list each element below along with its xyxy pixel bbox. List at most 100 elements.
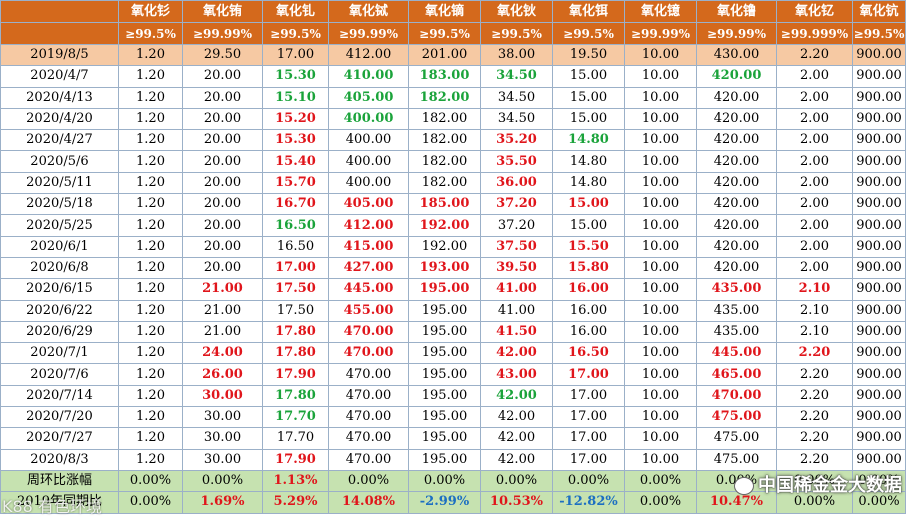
price-cell: 2.00 [776,65,853,88]
price-cell: 15.40 [262,150,329,173]
price-cell: 1.20 [118,150,183,173]
price-cell: 1.20 [118,86,183,109]
price-cell: 10.00 [624,320,697,344]
price-cell: 470.00 [328,384,409,408]
price-cell: 900.00 [852,107,906,131]
price-cell: 17.90 [262,363,329,386]
row-date-cell: 周环比涨幅 [0,469,119,493]
price-cell: 0.00% [776,491,853,514]
price-cell: 470.00 [328,406,409,429]
price-cell: 10.00 [624,384,697,408]
price-cell: 39.50 [480,256,553,280]
price-cell: 30.00 [182,448,263,471]
price-cell: 10.00 [624,171,697,195]
price-cell: 445.00 [696,342,777,365]
price-cell: 37.20 [480,193,553,216]
price-cell: 10.00 [624,193,697,216]
table-row: 2020/5/25 1.20 20.00 16.50 412.00 192.00 37.20… [0,214,906,237]
column-header-name: 氧化镝 [408,0,481,23]
price-cell: 30.00 [182,427,263,450]
price-cell: 16.00 [552,299,625,322]
price-cell: 2.20 [776,448,853,471]
price-cell: 10.00 [624,299,697,322]
price-cell: 20.00 [182,171,263,195]
price-cell: 35.20 [480,129,553,152]
price-cell: 900.00 [852,214,906,237]
price-cell: 10.00 [624,43,697,67]
price-cell: 435.00 [696,278,777,301]
column-header-purity: ≥99.5% [262,22,329,45]
column-header-name: 氧化镱 [624,0,697,23]
price-cell: 192.00 [408,235,481,258]
table-row: 2020/7/6 1.20 26.00 17.90 470.00 195.00 43.00 1… [0,363,906,386]
price-cell: 1.20 [118,427,183,450]
column-header-purity: ≥99.99% [624,22,697,45]
price-cell: 0.00% [118,469,183,493]
price-cell: 17.80 [262,384,329,408]
price-cell: 445.00 [328,278,409,301]
price-cell: 36.00 [480,171,553,195]
price-cell: 15.50 [552,235,625,258]
price-cell: 41.00 [480,299,553,322]
price-cell: 2.20 [776,43,853,67]
price-cell: 185.00 [408,193,481,216]
price-cell: 14.80 [552,171,625,195]
price-cell: 0.00% [624,469,697,493]
table-row: 2020/4/13 1.20 20.00 15.10 405.00 182.00 34.50… [0,86,906,109]
price-cell: 15.00 [552,214,625,237]
price-cell: 21.00 [182,278,263,301]
price-cell: 17.70 [262,406,329,429]
price-cell: 1.20 [118,107,183,131]
price-cell: 0.00% [776,469,853,493]
price-cell: 0.00% [852,469,906,493]
price-cell: 1.69% [182,491,263,514]
price-cell: 20.00 [182,235,263,258]
column-header-purity: ≥99.5% [852,22,906,45]
price-cell: 900.00 [852,129,906,152]
price-cell: 412.00 [328,43,409,67]
price-cell: 20.00 [182,129,263,152]
column-header-purity: ≥99.5% [408,22,481,45]
price-cell: 38.00 [480,43,553,67]
price-cell: 900.00 [852,193,906,216]
row-date-cell: 2020/6/22 [0,299,119,322]
price-cell: 10.00 [624,448,697,471]
row-date-cell: 2020/6/1 [0,235,119,258]
price-cell: 37.50 [480,235,553,258]
price-cell: 1.20 [118,363,183,386]
price-cell: 2.20 [776,406,853,429]
price-cell: 42.00 [480,448,553,471]
price-cell: 10.47% [696,491,777,514]
price-cell: 2.00 [776,150,853,173]
price-cell: 0.00% [182,469,263,493]
price-cell: 420.00 [696,171,777,195]
row-date-cell: 2020/7/6 [0,363,119,386]
price-cell: 16.50 [262,214,329,237]
column-header-purity: ≥99.999% [776,22,853,45]
price-cell: 43.00 [480,363,553,386]
price-cell: 900.00 [852,342,906,365]
price-cell: 34.50 [480,107,553,131]
price-cell: 10.00 [624,129,697,152]
table-row: 2020/5/6 1.20 20.00 15.40 400.00 182.00 35.50 1… [0,150,906,173]
price-cell: 10.00 [624,406,697,429]
price-cell: 17.00 [552,363,625,386]
price-cell: 0.00% [696,469,777,493]
price-cell: 195.00 [408,427,481,450]
header-corner [0,0,119,23]
table-row: 2020/6/8 1.20 20.00 17.00 427.00 193.00 39.50 1… [0,256,906,280]
price-cell: 34.50 [480,86,553,109]
price-cell: 15.00 [552,107,625,131]
price-cell: 10.00 [624,342,697,365]
price-cell: 17.70 [262,427,329,450]
price-cell: 195.00 [408,320,481,344]
price-cell: 900.00 [852,43,906,67]
price-cell: 41.00 [480,278,553,301]
price-cell: 16.00 [552,278,625,301]
price-cell: 0.00% [328,469,409,493]
price-cell: 470.00 [328,320,409,344]
column-header-name: 氧化钇 [776,0,853,23]
price-cell: 420.00 [696,214,777,237]
price-cell: 430.00 [696,43,777,67]
row-date-cell: 2019年同期比 [0,491,119,514]
